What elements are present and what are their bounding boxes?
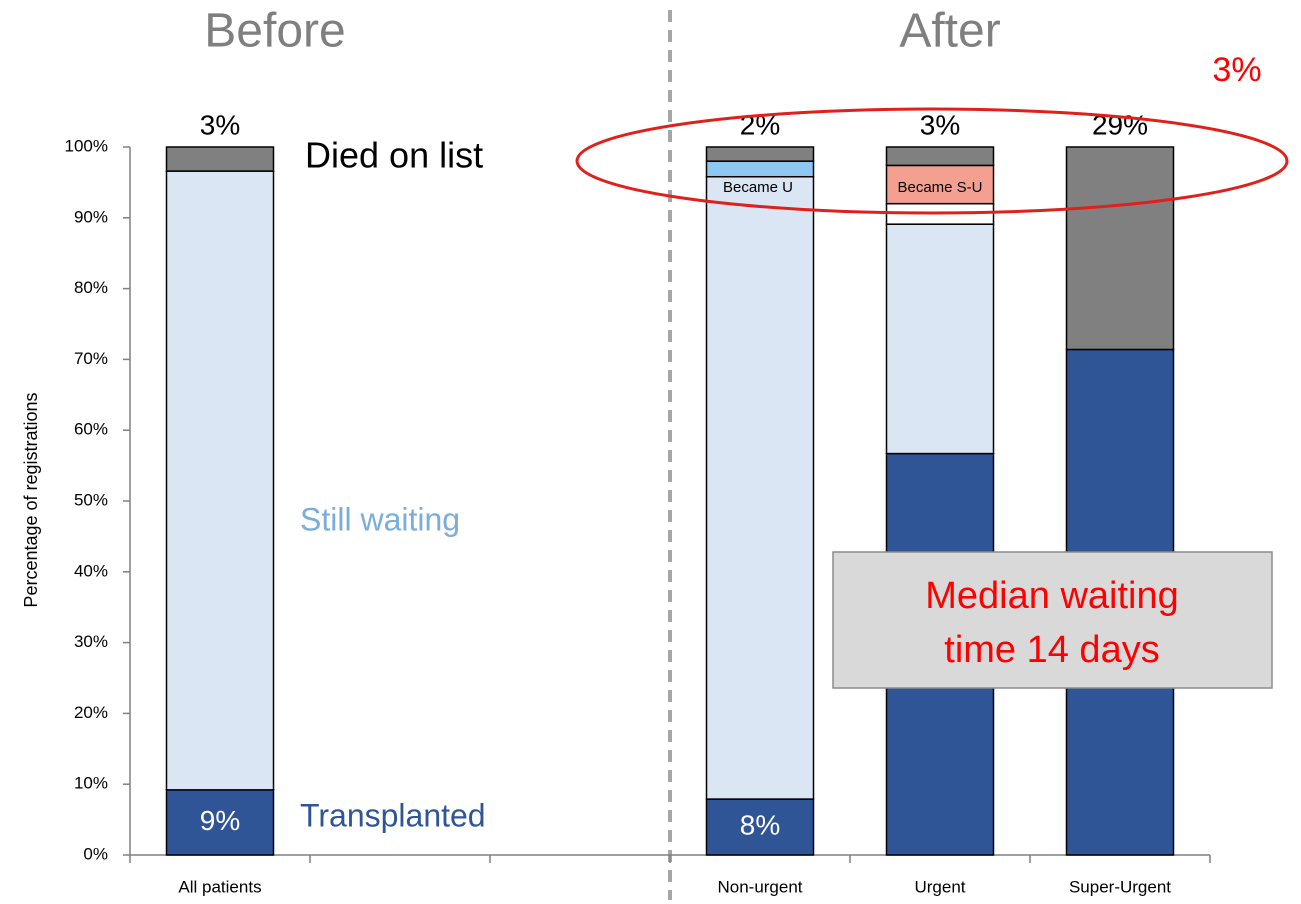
x-tick-label: Super-Urgent — [1069, 877, 1171, 896]
bar-segment — [885, 223, 995, 455]
y-tick-label: 0% — [83, 844, 108, 863]
bar-segment — [165, 789, 275, 856]
value-label: 3% — [920, 109, 960, 140]
y-tick-label: 60% — [74, 420, 108, 439]
x-tick-label: Urgent — [914, 877, 965, 896]
x-tick-label: All patients — [178, 877, 261, 896]
bar-segment — [1065, 146, 1175, 351]
bar-segment — [705, 160, 815, 178]
series-label: Became U — [723, 179, 793, 196]
series-label: Became S-U — [897, 179, 982, 196]
note-line: time 14 days — [944, 629, 1159, 671]
y-tick-label: 90% — [74, 207, 108, 226]
series-label: Still waiting — [300, 501, 460, 537]
bar-segment — [885, 146, 995, 167]
note-line: Median waiting — [925, 575, 1178, 617]
series-label: Died on list — [305, 135, 483, 176]
x-tick-label: Non-urgent — [717, 877, 802, 896]
value-label: 3% — [200, 109, 240, 140]
annotation: 3% — [1212, 51, 1261, 89]
y-tick-label: 100% — [65, 136, 108, 155]
bar-segment — [705, 798, 815, 856]
bar-segment — [165, 170, 275, 791]
y-tick-label: 20% — [74, 703, 108, 722]
plot: 0% 10% 20% 30% 40% 50% 60% 70% 80% 90% 100% All pat… — [65, 109, 1211, 896]
after-heading: After — [899, 5, 1000, 58]
value-label: 8% — [740, 809, 780, 840]
highlight-ellipse — [575, 107, 1289, 215]
before-heading: Before — [204, 5, 345, 58]
series-label: Transplanted — [300, 797, 486, 833]
value-label: 9% — [200, 805, 240, 836]
y-tick-label: 10% — [74, 774, 108, 793]
y-tick-label: 70% — [74, 349, 108, 368]
y-tick-label: 50% — [74, 490, 108, 509]
y-tick-label: 30% — [74, 632, 108, 651]
y-tick-label: 40% — [74, 561, 108, 580]
bar-segment — [165, 146, 275, 172]
note-box — [832, 551, 1273, 689]
bar-segment — [705, 175, 815, 800]
bar-segment — [705, 146, 815, 162]
y-tick-label: 80% — [74, 278, 108, 297]
y-axis-title: Percentage of registrations — [21, 392, 41, 607]
